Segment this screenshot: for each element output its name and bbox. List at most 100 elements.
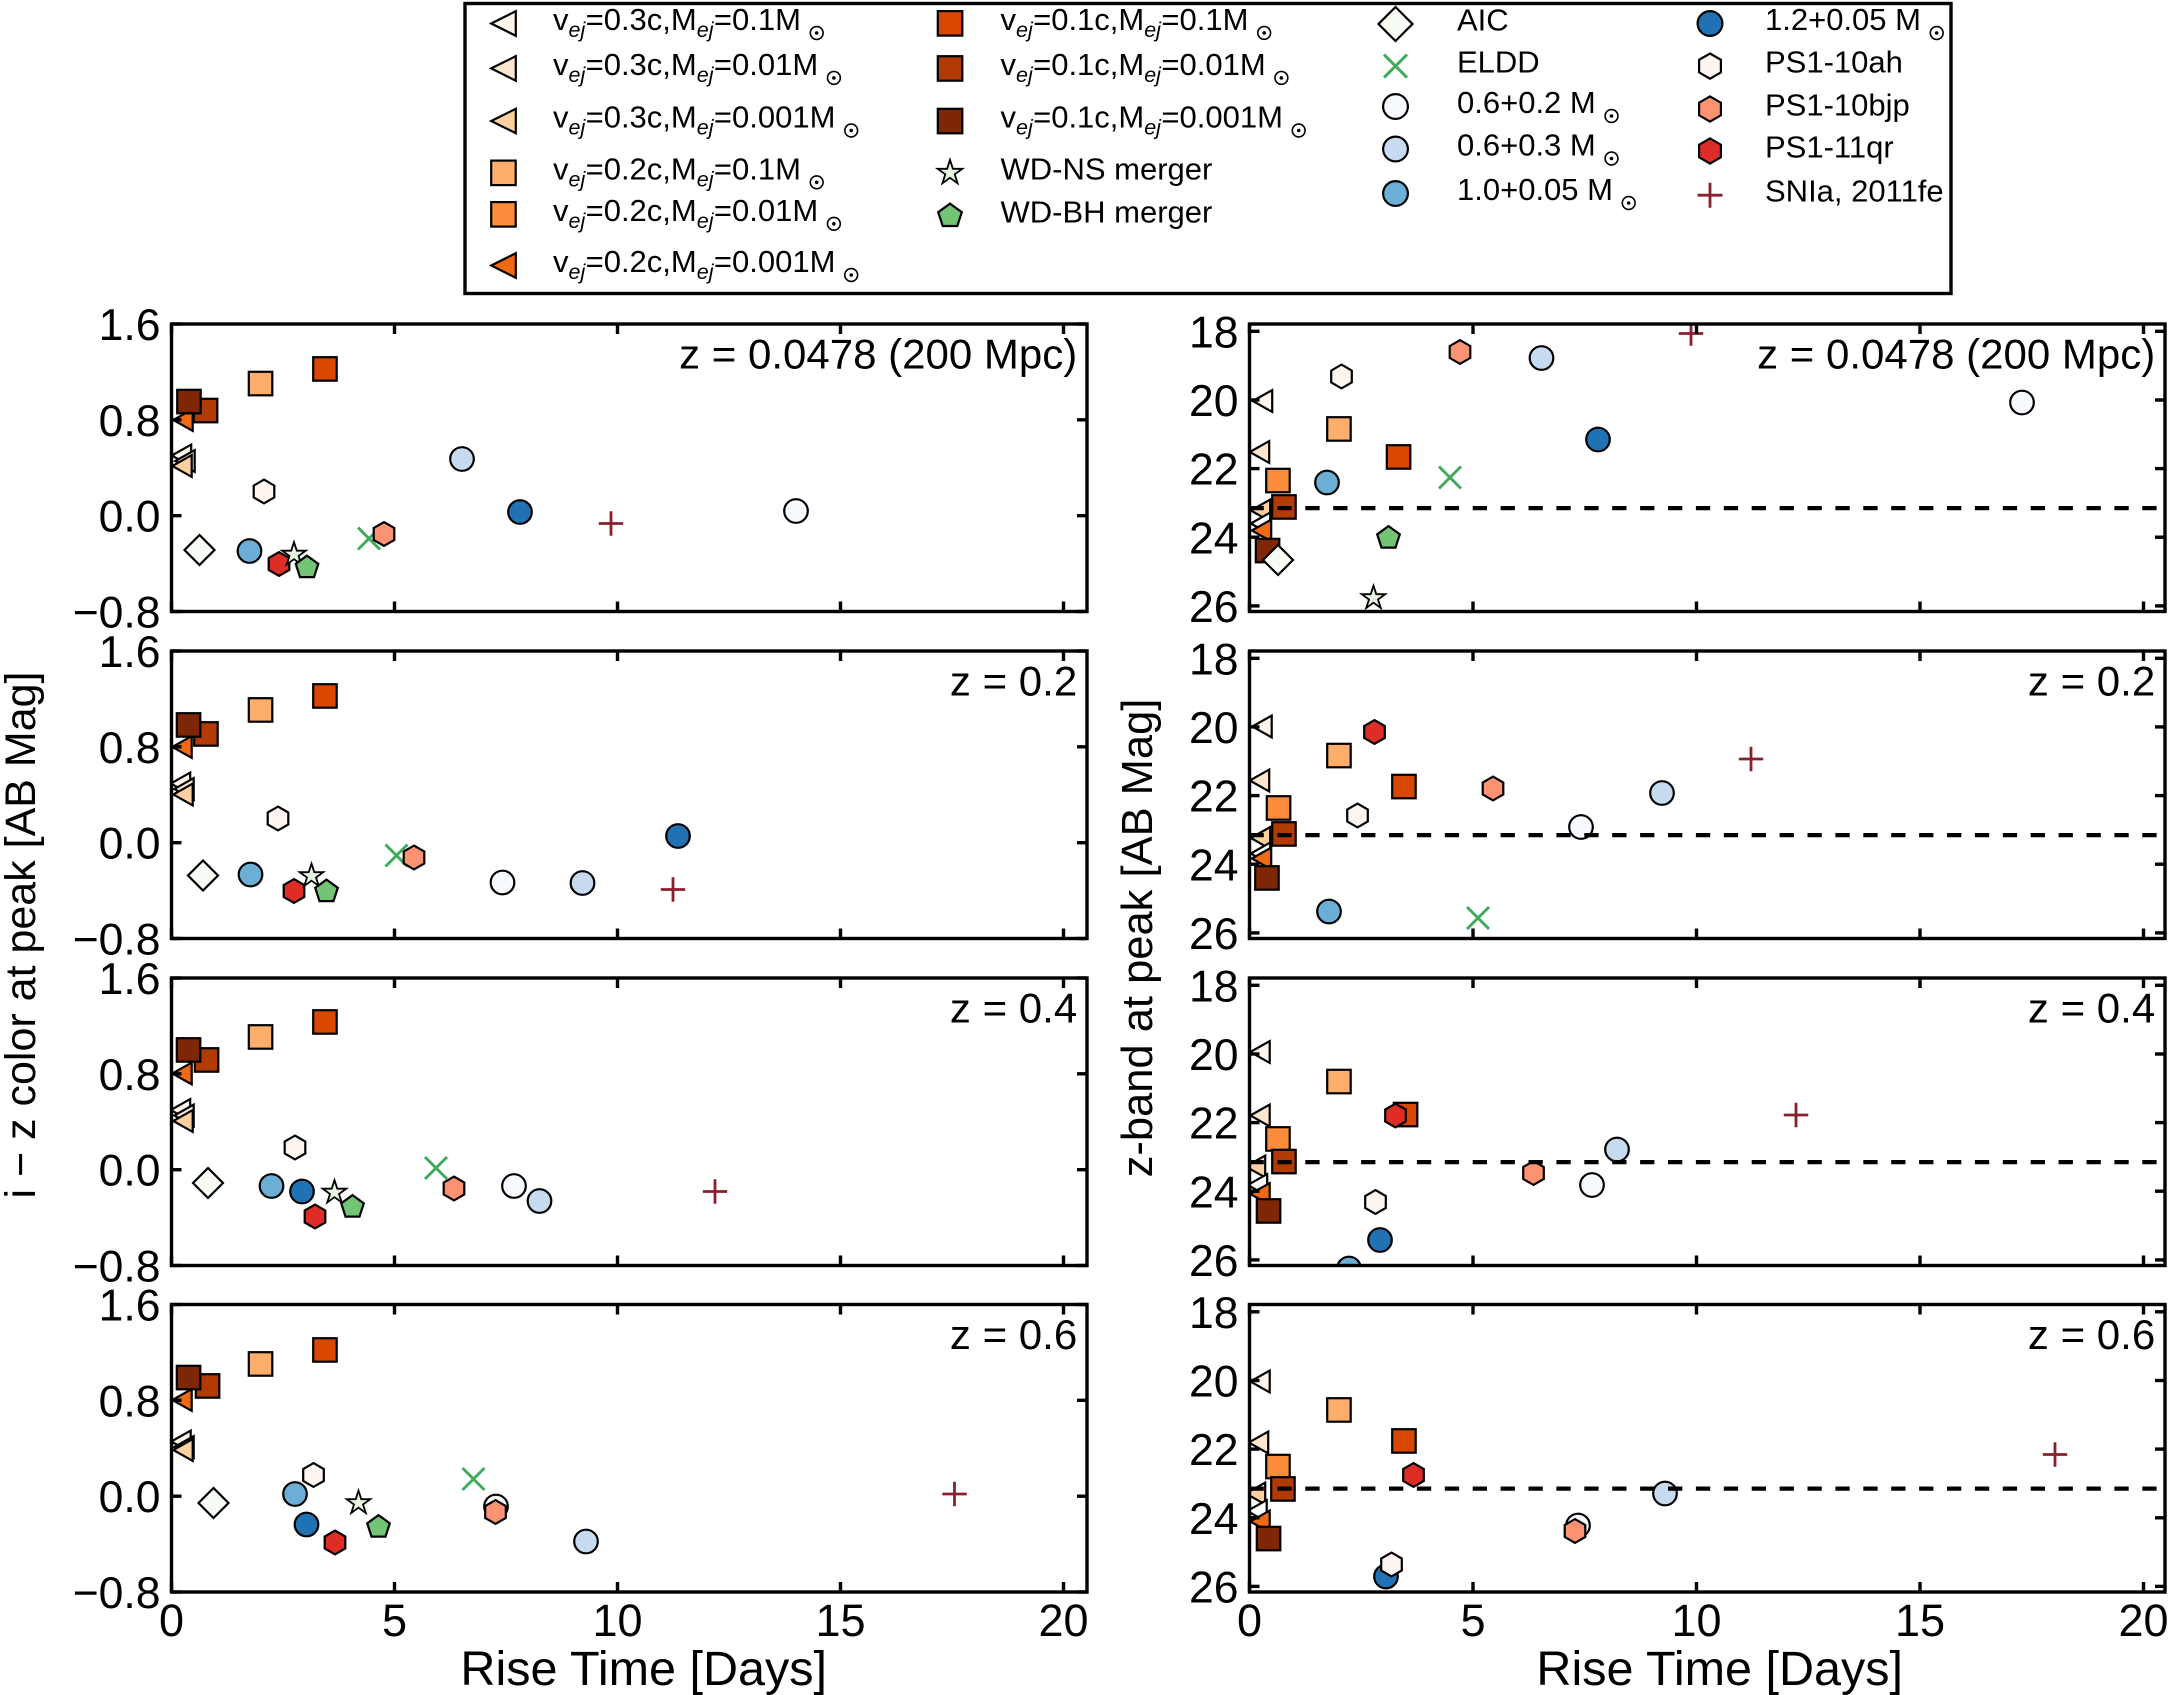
svg-text:1.6: 1.6 [99,628,161,677]
svg-text:1.6: 1.6 [99,955,161,1004]
svg-text:PS1-10ah: PS1-10ah [1765,45,1903,80]
svg-text:z = 0.4: z = 0.4 [950,985,1077,1032]
svg-text:0.8: 0.8 [99,397,161,446]
svg-text:0.8: 0.8 [99,724,161,773]
svg-text:ej: ej [1144,116,1162,140]
svg-text:ej: ej [697,167,715,191]
svg-text:v: v [1001,47,1017,82]
svg-text:−0.8: −0.8 [73,589,161,638]
svg-text:v: v [1001,100,1017,135]
svg-text:0.0: 0.0 [99,493,161,542]
svg-text:10: 10 [1671,1595,1721,1646]
svg-text:ej: ej [1016,18,1034,42]
svg-text:=0.1c,M: =0.1c,M [1033,2,1144,37]
svg-text:z = 0.0478 (200 Mpc): z = 0.0478 (200 Mpc) [679,331,1077,378]
svg-text:26: 26 [1189,1563,1239,1612]
svg-text:1.6: 1.6 [99,301,161,350]
svg-text:26: 26 [1189,1237,1239,1286]
svg-text:5: 5 [1460,1595,1485,1646]
svg-text:ej: ej [569,63,587,87]
svg-text:−0.8: −0.8 [73,916,161,965]
svg-text:=0.1M: =0.1M [714,151,801,186]
svg-text:=0.001M: =0.001M [1161,100,1283,135]
svg-text:ej: ej [697,209,715,233]
svg-text:SNIa, 2011fe: SNIa, 2011fe [1765,174,1944,209]
svg-text:PS1-10bjp: PS1-10bjp [1765,88,1910,123]
svg-text:z-band at peak [AB Mag]: z-band at peak [AB Mag] [1114,699,1162,1178]
svg-text:0.8: 0.8 [99,1377,161,1426]
svg-text:ej: ej [1016,116,1034,140]
svg-text:AIC: AIC [1457,3,1509,38]
svg-text:WD-NS merger: WD-NS merger [1001,151,1213,186]
svg-text:22: 22 [1189,1100,1239,1149]
svg-text:z = 0.2: z = 0.2 [950,658,1077,705]
svg-text:0.6+0.2 M: 0.6+0.2 M [1457,85,1596,120]
svg-text:=0.1M: =0.1M [714,2,801,37]
svg-text:20: 20 [1189,1031,1239,1080]
svg-text:i − z color at peak [AB Mag]: i − z color at peak [AB Mag] [0,671,45,1198]
svg-text:ej: ej [697,63,715,87]
svg-text:22: 22 [1189,773,1239,822]
svg-text:ej: ej [1144,63,1162,87]
svg-text:=0.1c,M: =0.1c,M [1033,47,1144,82]
svg-text:=0.2c,M: =0.2c,M [586,151,697,186]
svg-text:z = 0.6: z = 0.6 [950,1311,1077,1358]
svg-text:ej: ej [1144,18,1162,42]
svg-text:20: 20 [2118,1595,2168,1646]
svg-text:26: 26 [1189,583,1239,632]
svg-text:z = 0.6: z = 0.6 [2028,1311,2155,1358]
svg-text:ej: ej [569,18,587,42]
svg-text:15: 15 [815,1595,865,1646]
svg-text:0: 0 [159,1595,184,1646]
svg-text:PS1-11qr: PS1-11qr [1765,130,1894,165]
svg-text:v: v [553,244,569,279]
svg-text:10: 10 [592,1595,642,1646]
svg-text:22: 22 [1189,446,1239,495]
svg-text:1.2+0.05 M: 1.2+0.05 M [1765,2,1921,37]
svg-text:z = 0.0478 (200 Mpc): z = 0.0478 (200 Mpc) [1757,331,2155,378]
svg-text:18: 18 [1189,962,1239,1011]
svg-text:ej: ej [569,260,587,284]
svg-text:−0.8: −0.8 [73,1243,161,1292]
svg-text:0: 0 [1237,1595,1262,1646]
svg-text:ej: ej [697,260,715,284]
svg-text:20: 20 [1189,1358,1239,1407]
svg-text:5: 5 [382,1595,407,1646]
svg-text:=0.01M: =0.01M [714,193,818,228]
svg-text:v: v [553,2,569,37]
svg-text:0.8: 0.8 [99,1051,161,1100]
svg-text:Rise Time [Days]: Rise Time [Days] [1536,1642,1903,1695]
svg-text:24: 24 [1189,1495,1239,1544]
svg-text:v: v [553,100,569,135]
svg-text:=0.3c,M: =0.3c,M [586,100,697,135]
svg-text:20: 20 [1189,377,1239,426]
svg-text:20: 20 [1038,1595,1088,1646]
svg-text:v: v [553,151,569,186]
svg-text:v: v [553,47,569,82]
svg-text:=0.001M: =0.001M [714,244,836,279]
svg-text:z = 0.2: z = 0.2 [2028,658,2155,705]
svg-text:=0.01M: =0.01M [1161,47,1265,82]
svg-text:26: 26 [1189,910,1239,959]
svg-text:=0.2c,M: =0.2c,M [586,193,697,228]
svg-text:1.0+0.05 M: 1.0+0.05 M [1457,172,1613,207]
svg-text:0.0: 0.0 [99,1147,161,1196]
svg-text:15: 15 [1895,1595,1945,1646]
svg-text:ej: ej [1016,63,1034,87]
svg-text:0.0: 0.0 [99,1473,161,1522]
svg-text:24: 24 [1189,1168,1239,1217]
svg-text:=0.3c,M: =0.3c,M [586,2,697,37]
svg-text:=0.001M: =0.001M [714,100,836,135]
svg-text:ELDD: ELDD [1457,45,1540,80]
svg-text:0.0: 0.0 [99,820,161,869]
svg-text:0.6+0.3 M: 0.6+0.3 M [1457,128,1596,163]
svg-text:ej: ej [697,18,715,42]
svg-text:=0.1M: =0.1M [1161,2,1248,37]
svg-text:v: v [1001,2,1017,37]
svg-text:WD-BH merger: WD-BH merger [1001,195,1213,230]
svg-text:ej: ej [569,167,587,191]
svg-text:−0.8: −0.8 [73,1569,161,1618]
svg-text:ej: ej [569,116,587,140]
svg-text:20: 20 [1189,704,1239,753]
svg-text:=0.2c,M: =0.2c,M [586,244,697,279]
